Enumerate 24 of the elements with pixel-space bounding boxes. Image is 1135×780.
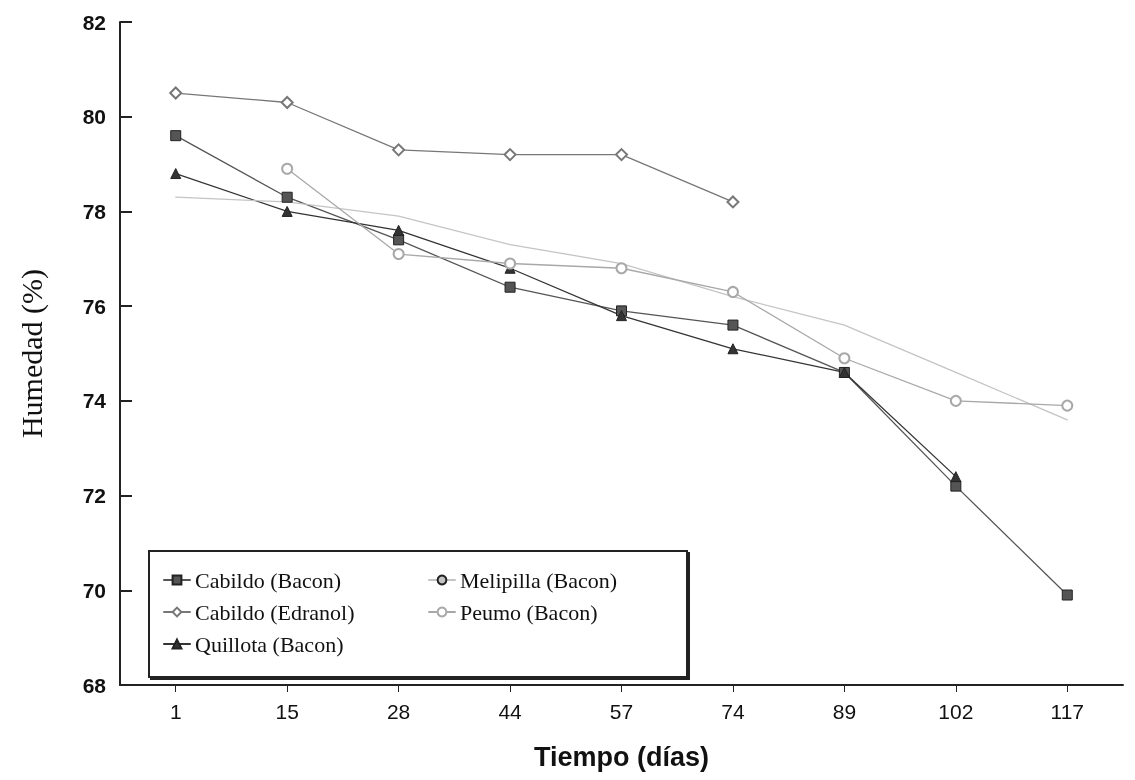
x-tick-label: 74 [721, 700, 745, 723]
y-tick-label: 82 [82, 10, 106, 34]
x-tick-label: 28 [386, 700, 411, 723]
x-axis-title: Tiempo (días) [533, 741, 710, 772]
x-tick-label: 15 [275, 700, 299, 723]
x-tick-label: 44 [498, 700, 523, 723]
legend-label: Peumo (Bacon) [460, 599, 598, 625]
legend-label: Quillota (Bacon) [195, 631, 344, 657]
x-tick-label: 89 [832, 700, 857, 723]
x-tick-label: 57 [609, 700, 634, 723]
x-tick-label: 102 [938, 700, 974, 723]
y-tick-label: 74 [82, 389, 107, 413]
y-tick-label: 80 [82, 105, 106, 129]
y-axis-title: Humedad (%) [14, 268, 49, 439]
x-tick-label: 117 [1050, 700, 1085, 723]
y-tick-label: 72 [82, 484, 106, 508]
y-tick-label: 76 [82, 294, 106, 318]
legend-label: Melipilla (Bacon) [460, 567, 618, 593]
y-tick-label: 70 [82, 578, 106, 602]
legend-label: Cabildo (Edranol) [195, 599, 355, 625]
y-tick-label: 68 [82, 673, 107, 697]
y-tick-label: 78 [82, 199, 107, 223]
x-tick-label: 1 [169, 700, 182, 723]
legend-label: Cabildo (Bacon) [195, 567, 342, 593]
